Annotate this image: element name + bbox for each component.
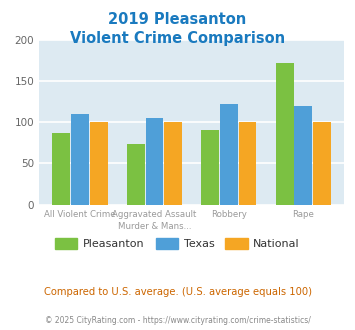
Text: 2019 Pleasanton: 2019 Pleasanton bbox=[108, 12, 247, 26]
Text: Compared to U.S. average. (U.S. average equals 100): Compared to U.S. average. (U.S. average … bbox=[44, 287, 311, 297]
Bar bbox=[313, 122, 331, 205]
Bar bbox=[127, 144, 145, 205]
Bar bbox=[239, 122, 256, 205]
Bar bbox=[276, 63, 294, 205]
Bar bbox=[164, 122, 182, 205]
Bar bbox=[71, 114, 89, 205]
Text: © 2025 CityRating.com - https://www.cityrating.com/crime-statistics/: © 2025 CityRating.com - https://www.city… bbox=[45, 316, 310, 325]
Legend: Pleasanton, Texas, National: Pleasanton, Texas, National bbox=[51, 234, 304, 253]
Bar bbox=[201, 130, 219, 205]
Bar bbox=[220, 104, 238, 205]
Bar bbox=[90, 122, 108, 205]
Bar bbox=[146, 118, 163, 205]
Bar bbox=[294, 106, 312, 205]
Text: Violent Crime Comparison: Violent Crime Comparison bbox=[70, 31, 285, 46]
Bar bbox=[53, 133, 70, 205]
